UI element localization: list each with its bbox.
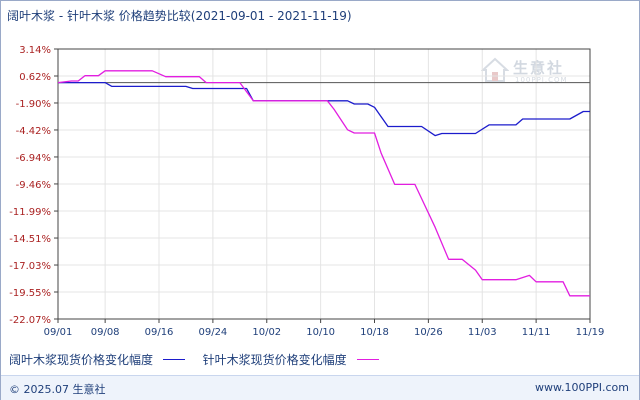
watermark-brand: 生意社 — [513, 59, 565, 77]
x-tick-label: 11/03 — [468, 327, 497, 338]
legend: 阔叶木浆现货价格变化幅度 针叶木浆现货价格变化幅度 — [9, 351, 393, 368]
watermark: 生意社 100PPI.COM — [479, 55, 589, 87]
footer: © 2025.07 生意社 www.100PPI.com — [1, 375, 639, 400]
y-tick-label: -6.94% — [16, 153, 51, 164]
line-chart: 3.14% 0.62% -1.90% -4.42% -6.94% -9.46% -11.99… — [9, 45, 605, 338]
x-tick-label: 10/18 — [360, 327, 389, 338]
chart-title: 阔叶木浆 - 针叶木浆 价格趋势比较(2021-09-01 - 2021-11-… — [7, 9, 352, 23]
series-line-softwood — [57, 70, 590, 297]
x-tick-label: 09/16 — [145, 327, 174, 338]
x-tick-label: 09/08 — [91, 327, 120, 338]
legend-swatch-hardwood — [162, 359, 185, 360]
x-tick-label: 11/19 — [576, 327, 605, 338]
x-tick-label: 09/01 — [44, 327, 73, 338]
y-tick-label: -14.51% — [9, 234, 51, 245]
y-tick-label: -1.90% — [16, 99, 51, 110]
series-lines — [57, 70, 590, 297]
plot-border — [57, 48, 591, 320]
y-tick-label: -9.46% — [16, 180, 51, 191]
x-tick-label: 09/24 — [198, 327, 227, 338]
chart-grid — [57, 48, 591, 320]
x-tick-label: 11/11 — [522, 327, 551, 338]
y-tick-label: -11.99% — [9, 207, 51, 218]
copyright: © 2025.07 生意社 — [9, 383, 106, 396]
y-tick-label: -17.03% — [9, 261, 51, 272]
x-tick-label: 10/02 — [252, 327, 281, 338]
house-icon — [481, 57, 509, 82]
chart-axes — [54, 48, 591, 323]
watermark-sub: 100PPI.COM — [515, 76, 568, 84]
y-tick-labels: 3.14% 0.62% -1.90% -4.42% -6.94% -9.46% -11.99… — [9, 45, 51, 326]
series-line-hardwood — [58, 81, 590, 137]
x-tick-label: 10/26 — [414, 327, 443, 338]
x-tick-labels: 09/01 09/08 09/16 09/24 10/02 10/10 10/18 10/26… — [44, 327, 605, 338]
y-tick-label: -22.07% — [9, 315, 51, 326]
y-tick-label: -19.55% — [9, 288, 51, 299]
legend-item-softwood: 针叶木浆现货价格变化幅度 — [202, 353, 347, 367]
x-tick-label: 10/10 — [306, 327, 335, 338]
legend-swatch-softwood — [356, 359, 379, 360]
y-tick-label: -4.42% — [16, 126, 51, 137]
site-link[interactable]: www.100PPI.com — [535, 381, 629, 394]
y-tick-label: 3.14% — [19, 45, 51, 56]
legend-item-hardwood: 阔叶木浆现货价格变化幅度 — [9, 353, 154, 367]
y-tick-label: 0.62% — [19, 72, 51, 83]
